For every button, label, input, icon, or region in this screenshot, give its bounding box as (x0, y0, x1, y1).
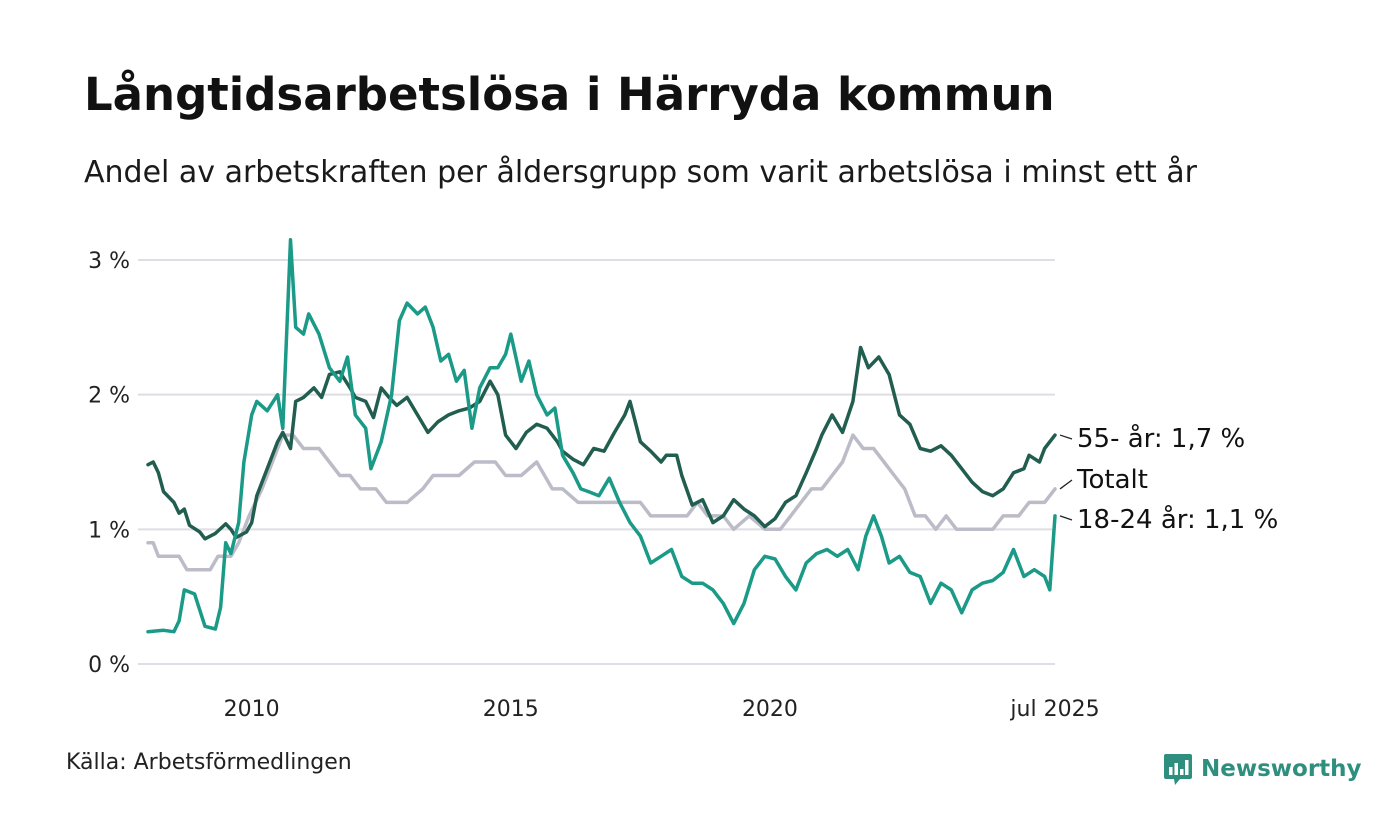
y-tick-labels: 0 % 1 % 2 % 3 % (88, 249, 130, 678)
series-line-0 (146, 433, 1057, 572)
x-tick-label: 2020 (742, 697, 798, 722)
label-connector (1059, 515, 1073, 521)
series-end-label: 18-24 år: 1,1 % (1077, 504, 1278, 535)
y-tick-label: 2 % (88, 384, 130, 409)
gridlines (138, 259, 1055, 665)
series-end-labels: Totalt 55- år: 1,7 % 18-24 år: 1,1 % (1059, 423, 1278, 535)
chart-subtitle: Andel av arbetskraften per åldersgrupp s… (84, 155, 1197, 190)
series-line-1 (146, 345, 1057, 541)
series-lines (146, 238, 1057, 634)
series-end-label: Totalt (1076, 465, 1148, 495)
y-tick-label: 0 % (88, 653, 130, 678)
brand-name: Newsworthy (1201, 756, 1362, 782)
x-tick-labels: 2010 2015 2020 jul 2025 (224, 697, 1100, 722)
source-note: Källa: Arbetsförmedlingen (66, 750, 352, 775)
y-tick-label: 1 % (88, 518, 130, 543)
newsworthy-logo-icon (1164, 754, 1192, 785)
label-connector (1059, 479, 1073, 490)
x-tick-label: jul 2025 (1009, 697, 1099, 722)
series-end-label: 55- år: 1,7 % (1077, 423, 1245, 454)
chart-title: Långtidsarbetslösa i Härryda kommun (84, 68, 1055, 121)
series-line-2 (146, 238, 1057, 634)
newsworthy-logo: Newsworthy (1163, 752, 1362, 786)
x-tick-label: 2015 (483, 697, 539, 722)
x-tick-label: 2010 (224, 697, 280, 722)
y-tick-label: 3 % (88, 249, 130, 274)
label-connector (1059, 434, 1073, 440)
